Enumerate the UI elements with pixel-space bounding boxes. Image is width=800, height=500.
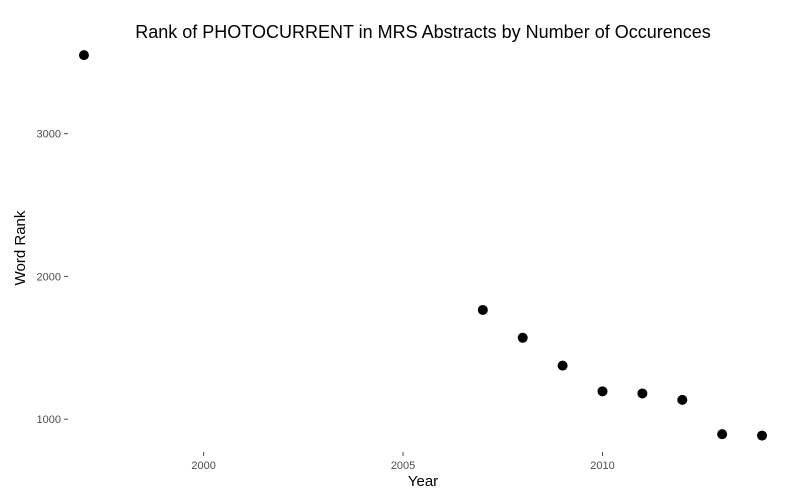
y-tick-label: 1000 <box>37 414 61 426</box>
y-tick-label: 3000 <box>37 129 61 141</box>
data-point <box>717 429 728 440</box>
data-point <box>677 394 688 405</box>
data-point <box>557 360 568 371</box>
y-axis: 1000 2000 3000 <box>37 129 68 426</box>
x-tick-label: 2005 <box>391 460 415 472</box>
chart-title: Rank of PHOTOCURRENT in MRS Abstracts by… <box>135 22 711 42</box>
y-tick-label: 2000 <box>37 271 61 283</box>
x-axis-label: Year <box>408 473 438 490</box>
x-axis: 2000 2005 2010 <box>191 452 615 472</box>
data-point <box>757 430 768 441</box>
data-point <box>637 388 648 399</box>
data-point <box>477 304 488 315</box>
y-axis-label: Word Rank <box>12 210 29 285</box>
data-points <box>78 50 768 441</box>
data-point <box>517 332 528 343</box>
data-point <box>597 386 608 397</box>
x-tick-label: 2000 <box>191 460 215 472</box>
data-point <box>78 50 89 61</box>
x-tick-label: 2010 <box>590 460 614 472</box>
